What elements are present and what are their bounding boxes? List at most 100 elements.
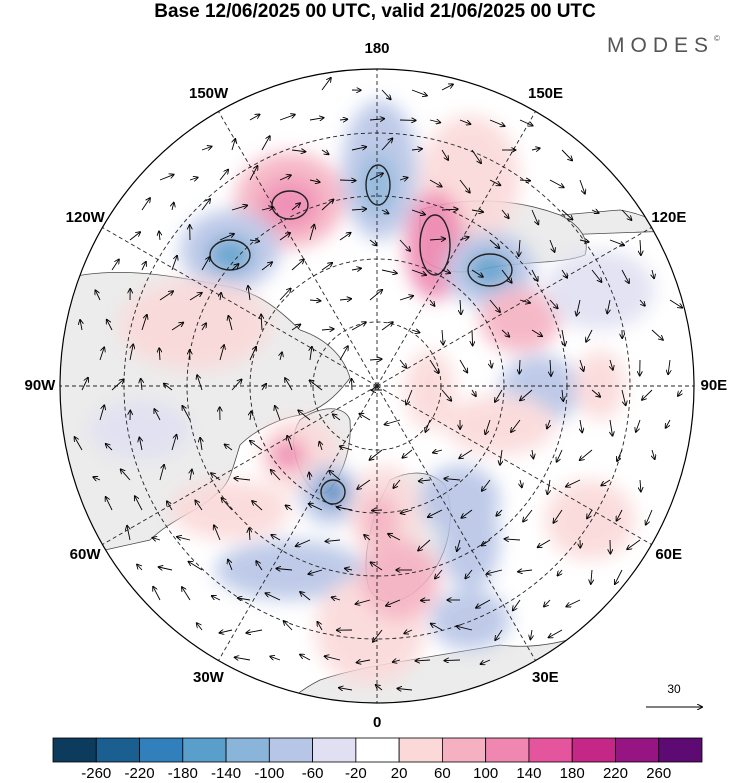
longitude-label: 90W bbox=[24, 377, 56, 394]
wind-vector bbox=[646, 509, 653, 525]
longitude-label: 0 bbox=[373, 714, 382, 731]
wind-vector bbox=[558, 569, 563, 576]
wind-vector bbox=[252, 501, 263, 511]
wind-vector bbox=[298, 410, 311, 421]
wind-vector bbox=[520, 389, 533, 400]
colorbar-swatch bbox=[225, 737, 270, 763]
colorbar-swatch bbox=[139, 737, 184, 763]
wind-vector bbox=[182, 406, 191, 421]
wind-vector bbox=[476, 599, 491, 608]
wind-vector bbox=[197, 375, 203, 391]
wind-vector bbox=[339, 233, 351, 241]
wind-vector bbox=[129, 232, 140, 241]
wind-vector bbox=[351, 209, 366, 210]
wind-vector bbox=[279, 115, 295, 121]
wind-vector bbox=[489, 299, 500, 312]
wind-vector bbox=[433, 450, 443, 453]
wind-vector bbox=[231, 205, 247, 211]
wind-vector bbox=[385, 419, 401, 425]
anomaly-contour bbox=[365, 164, 391, 206]
colorbar-tick-label: 220 bbox=[602, 765, 628, 782]
wind-vector bbox=[275, 406, 281, 421]
wind-vector bbox=[75, 437, 83, 451]
wind-vector bbox=[271, 470, 281, 481]
wind-vector bbox=[481, 659, 491, 664]
wind-vector bbox=[81, 378, 88, 391]
wind-vector bbox=[364, 535, 371, 541]
wind-vector bbox=[159, 567, 173, 570]
wind-vector bbox=[547, 479, 550, 494]
wind-vector bbox=[399, 239, 410, 251]
longitude-label: 150W bbox=[189, 85, 229, 103]
wind-vector bbox=[106, 444, 113, 451]
wind-vector bbox=[402, 449, 413, 458]
wind-vector bbox=[640, 239, 641, 255]
wind-vector bbox=[530, 629, 532, 639]
colorbar-tick-label: 180 bbox=[559, 765, 585, 782]
wind-vector bbox=[518, 570, 533, 572]
wind-vector bbox=[211, 473, 221, 481]
wind-vector bbox=[159, 175, 174, 181]
wind-vector bbox=[566, 599, 581, 607]
anomaly-area bbox=[319, 478, 347, 506]
anomaly-area bbox=[362, 495, 398, 545]
wind-vector bbox=[369, 290, 382, 301]
wind-vector bbox=[351, 147, 366, 151]
wind-vector bbox=[171, 435, 177, 451]
wind-vector bbox=[317, 622, 323, 631]
wind-vector bbox=[189, 178, 198, 181]
meridian-line bbox=[102, 227, 378, 387]
wind-vector bbox=[369, 359, 382, 360]
wind-vector bbox=[285, 378, 293, 391]
anomaly-area bbox=[430, 590, 510, 650]
wind-vector bbox=[219, 345, 224, 361]
wind-vector bbox=[351, 268, 361, 270]
colorbar-swatch bbox=[528, 737, 573, 763]
wind-vector bbox=[249, 166, 258, 181]
wind-vector bbox=[399, 359, 406, 368]
wind-vector bbox=[271, 535, 281, 541]
wind-vector bbox=[381, 269, 397, 273]
anomaly-area bbox=[440, 490, 500, 590]
wind-vector bbox=[472, 329, 473, 346]
wind-vector bbox=[459, 179, 470, 193]
wind-vector bbox=[372, 510, 383, 511]
wind-vector bbox=[159, 465, 164, 481]
wind-vectors bbox=[75, 78, 683, 690]
wind-vector bbox=[167, 501, 173, 511]
wind-vector bbox=[142, 262, 146, 271]
wind-vector bbox=[164, 384, 173, 391]
wind-vector bbox=[639, 299, 645, 306]
anomaly-area bbox=[405, 350, 455, 430]
wind-vector bbox=[284, 621, 293, 631]
longitude-label: 120W bbox=[65, 208, 105, 226]
anomaly-contours bbox=[209, 164, 513, 505]
wind-vector bbox=[287, 436, 293, 451]
wind-vector bbox=[280, 352, 282, 361]
wind-vector bbox=[471, 210, 483, 212]
wind-vector bbox=[580, 449, 593, 460]
wind-vector bbox=[411, 269, 426, 275]
brand-name: MODES bbox=[607, 34, 715, 57]
wind-vector bbox=[429, 359, 438, 373]
wind-vector bbox=[418, 539, 431, 551]
wind-vector bbox=[519, 180, 530, 181]
wind-vector bbox=[326, 540, 341, 541]
wind-vector bbox=[201, 147, 212, 151]
wind-vector bbox=[617, 449, 623, 461]
wind-vector bbox=[561, 269, 567, 278]
wind-vector bbox=[441, 209, 458, 210]
wind-vector bbox=[200, 438, 202, 451]
wind-vector bbox=[286, 505, 293, 511]
wind-vector bbox=[549, 299, 558, 308]
wind-vector bbox=[337, 507, 353, 510]
wind-vector bbox=[482, 479, 491, 491]
wind-vector bbox=[621, 389, 626, 405]
wind-vector bbox=[666, 419, 671, 428]
colorbar-swatch bbox=[398, 737, 443, 763]
wind-vector bbox=[621, 209, 632, 220]
wind-vector bbox=[276, 569, 293, 571]
wind-vector bbox=[553, 509, 563, 523]
wind-vector bbox=[246, 630, 263, 633]
anomaly-area bbox=[468, 252, 512, 288]
